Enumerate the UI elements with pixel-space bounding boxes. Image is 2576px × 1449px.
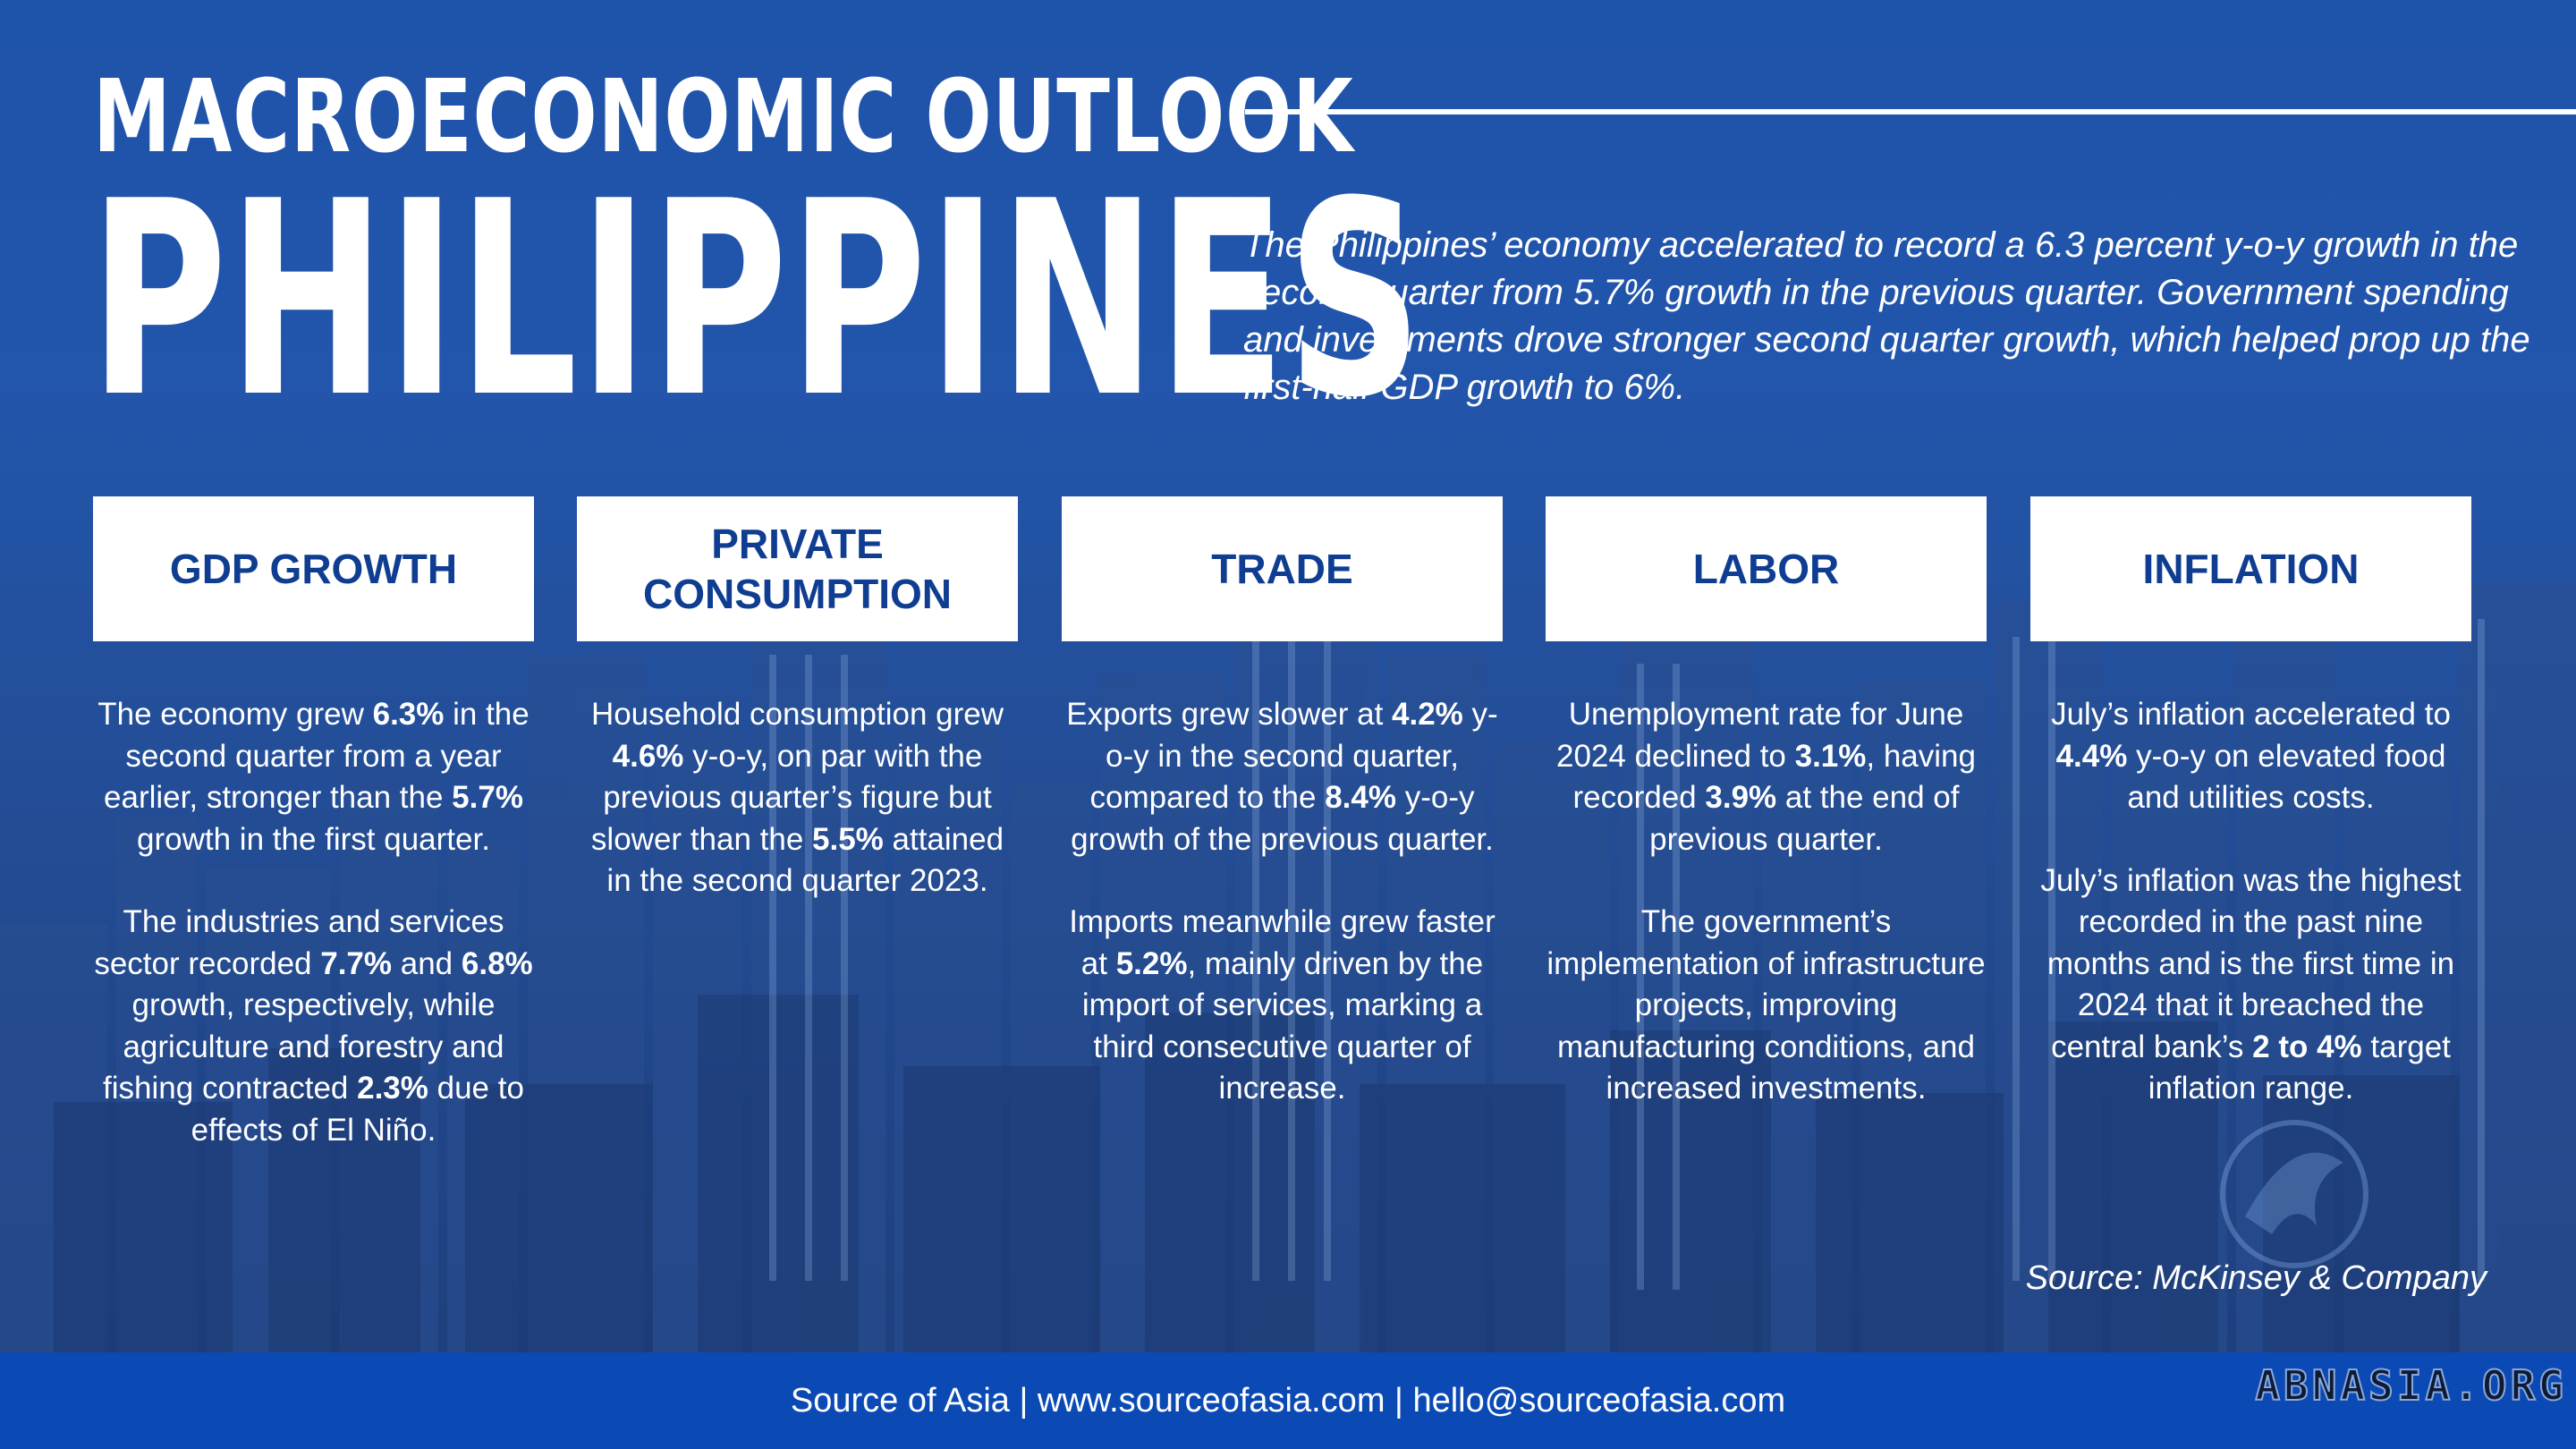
highlight-value: 4.4% — [2055, 738, 2128, 774]
highlight-value: 6.3% — [372, 697, 445, 732]
card-paragraph: July’s inflation was the highest recorde… — [2040, 862, 2462, 1106]
card-paragraph: Household consumption grew 4.6% y-o-y, o… — [590, 697, 1004, 898]
highlight-value: 7.7% — [320, 945, 393, 981]
card-title: GDP GROWTH — [169, 546, 458, 592]
card-title: INFLATION — [2142, 546, 2360, 592]
source-citation: Source: McKinsey & Company — [2025, 1259, 2487, 1297]
inflation-text: July’s inflation accelerated to 4.4% y-o… — [2030, 694, 2471, 1151]
card-paragraph: Exports grew slower at 4.2% y-o-y in the… — [1066, 697, 1498, 857]
highlight-value: 4.2% — [1392, 697, 1463, 732]
highlight-value: 5.7% — [452, 780, 523, 815]
intro-paragraph: The Philippines’ economy accelerated to … — [1243, 225, 2530, 407]
card-paragraph: The industries and services sector recor… — [94, 904, 533, 1148]
highlight-value: 2.3% — [357, 1071, 428, 1106]
phoenix-emblem-icon — [2220, 1120, 2368, 1268]
footer-contact: Source of Asia | www.sourceofasia.com | … — [790, 1381, 1786, 1419]
country-title: PHILIPPINES — [89, 144, 1424, 456]
trade-text: Exports grew slower at 4.2% y-o-y in the… — [1062, 694, 1503, 1151]
card-title: PRIVATE CONSUMPTION — [643, 521, 952, 617]
highlight-value: 5.2% — [1115, 945, 1188, 981]
background-cityscape — [0, 0, 2576, 1352]
card-private-consumption: PRIVATE CONSUMPTION — [577, 496, 1018, 641]
card-paragraph: Imports meanwhile grew faster at 5.2%, m… — [1069, 904, 1496, 1106]
card-title: TRADE — [1211, 546, 1353, 592]
highlight-value: 8.4% — [1325, 780, 1396, 815]
footer-bar: Source of Asia | www.sourceofasia.com | … — [0, 1352, 2576, 1449]
card-gdp-growth: GDP GROWTH — [93, 496, 534, 641]
page-title: MACROECONOMIC OUTLOOK — [93, 59, 1354, 175]
highlight-value: 4.6% — [612, 738, 684, 774]
highlight-value: 2 to 4% — [2252, 1029, 2362, 1064]
card-labor: LABOR — [1546, 496, 1987, 641]
card-paragraph: The economy grew 6.3% in the second quar… — [97, 697, 530, 857]
title-divider — [1245, 109, 2576, 114]
highlight-value: 3.9% — [1705, 780, 1777, 815]
private-consumption-text: Household consumption grew 4.6% y-o-y, o… — [577, 694, 1018, 944]
highlight-value: 6.8% — [461, 945, 533, 981]
highlight-value: 3.1% — [1794, 738, 1867, 774]
card-paragraph: The government’s implementation of infra… — [1546, 904, 1986, 1106]
card-trade: TRADE — [1062, 496, 1503, 641]
card-paragraph: July’s inflation accelerated to 4.4% y-o… — [2051, 697, 2451, 815]
highlight-value: 5.5% — [812, 821, 884, 857]
card-paragraph: Unemployment rate for June 2024 declined… — [1556, 697, 1976, 857]
card-inflation: INFLATION — [2030, 496, 2471, 641]
card-title: LABOR — [1692, 546, 1840, 592]
watermark-logo: ABNASIA.ORG — [2254, 1360, 2567, 1411]
labor-text: Unemployment rate for June 2024 declined… — [1546, 694, 1987, 1151]
skyline-illustration — [0, 583, 2576, 1352]
gdp-growth-text: The economy grew 6.3% in the second quar… — [93, 694, 534, 1192]
